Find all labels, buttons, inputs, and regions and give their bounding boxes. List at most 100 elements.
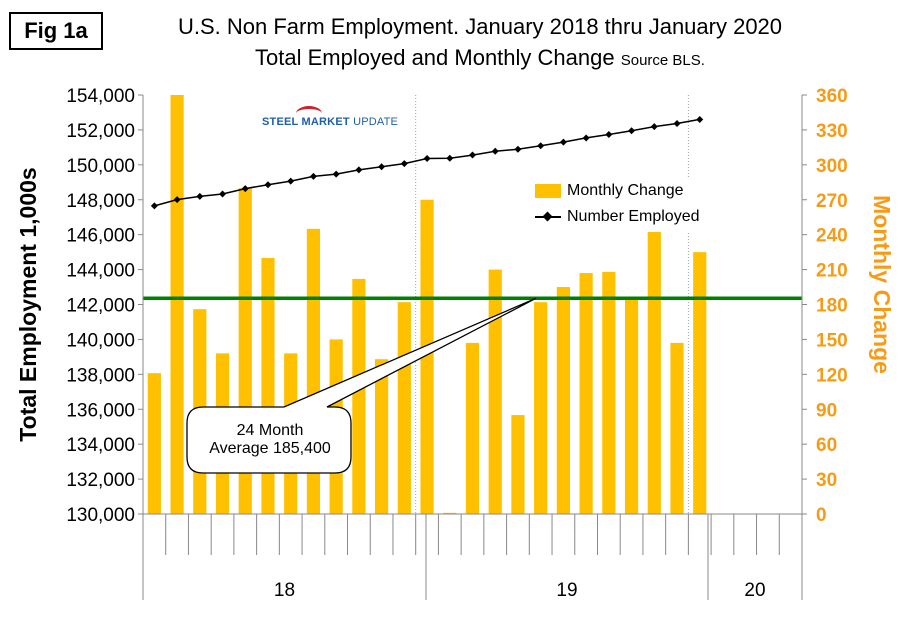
left-tick-label: 148,000	[66, 191, 135, 212]
right-tick-label: 0	[816, 505, 827, 526]
bar-monthly-change	[693, 252, 707, 514]
average-callout: 24 Month Average 185,400	[190, 409, 350, 471]
left-tick-label: 144,000	[66, 261, 135, 282]
bar-monthly-change	[534, 302, 548, 514]
bar-monthly-change	[511, 415, 525, 514]
axis-layer: 130,000 132,000 134,000 136,000 138,000 140,0…	[15, 86, 895, 601]
bar-monthly-change	[420, 199, 434, 514]
marker-number-employed	[196, 192, 204, 200]
marker-number-employed	[650, 123, 658, 131]
legend-label-number-employed: Number Employed	[567, 208, 700, 225]
bar-monthly-change	[170, 95, 184, 514]
bar-monthly-change	[261, 257, 275, 514]
marker-number-employed	[400, 160, 408, 168]
y-axis-title: Total Employment 1,000s	[15, 167, 41, 441]
legend-bar-swatch	[535, 184, 561, 198]
left-tick-label: 132,000	[66, 470, 135, 491]
bar-monthly-change	[352, 278, 366, 514]
right-tick-label: 150	[816, 330, 848, 351]
callout-line-1: 24 Month	[236, 422, 304, 439]
callout-line-2: Average 185,400	[209, 440, 331, 457]
right-tick-label: 240	[816, 226, 848, 247]
figure-label: Fig 1a	[9, 12, 103, 50]
left-tick-label: 150,000	[66, 156, 135, 177]
right-tick-label: 300	[816, 156, 848, 177]
marker-number-employed	[309, 172, 317, 180]
year-label: 19	[556, 580, 577, 601]
right-tick-label: 270	[816, 191, 848, 212]
chart-subtitle: Total Employed and Monthly Change Source…	[120, 45, 840, 71]
right-tick-label: 30	[816, 470, 837, 491]
grid-layer	[415, 95, 689, 514]
legend-item-number-employed: Number Employed	[527, 206, 700, 228]
marker-number-employed	[605, 130, 613, 138]
callout-bubble	[186, 297, 537, 474]
logo-word-1: STEEL	[262, 116, 299, 128]
legend-label-monthly-change: Monthly Change	[567, 182, 684, 199]
marker-number-employed	[219, 190, 227, 198]
marker-number-employed	[537, 142, 545, 150]
bar-monthly-change	[147, 373, 161, 514]
chart-subtitle-main: Total Employed and Monthly Change	[255, 45, 615, 70]
legend-item-monthly-change: Monthly Change	[527, 180, 684, 202]
bar-monthly-change	[624, 298, 639, 514]
logo-word-3: UPDATE	[353, 116, 399, 128]
marker-number-employed	[355, 166, 363, 174]
marker-number-employed	[469, 151, 476, 159]
bar-monthly-change	[579, 273, 593, 514]
left-tick-label: 146,000	[66, 226, 135, 247]
marker-number-employed	[423, 155, 431, 163]
marker-number-employed	[491, 147, 499, 155]
left-tick-label: 154,000	[66, 86, 135, 107]
marker-number-employed	[582, 134, 590, 142]
bar-monthly-change	[465, 342, 480, 514]
left-tick-label: 142,000	[66, 296, 135, 317]
steel-market-update-logo: STEEL MARKET UPDATE	[262, 116, 398, 128]
left-tick-label: 130,000	[66, 505, 135, 526]
marker-number-employed	[150, 202, 158, 210]
legend-line-swatch	[535, 210, 561, 224]
right-tick-label: 210	[816, 261, 848, 282]
right-tick-label: 330	[816, 121, 848, 142]
bar-monthly-change	[647, 228, 661, 514]
right-tick-label: 180	[816, 296, 848, 317]
callout-layer	[186, 297, 537, 474]
logo-word-2: MARKET	[301, 116, 350, 128]
marker-number-employed	[287, 177, 295, 185]
chart-title: U.S. Non Farm Employment. January 2018 t…	[177, 14, 783, 39]
bar-monthly-change	[556, 287, 570, 514]
marker-number-employed	[628, 127, 636, 135]
y2-axis-title: Monthly Change	[869, 195, 895, 374]
line-layer	[150, 115, 704, 210]
year-label: 20	[744, 580, 765, 601]
bar-monthly-change	[397, 302, 411, 514]
right-tick-label: 90	[816, 400, 837, 421]
marker-number-employed	[378, 163, 386, 171]
marker-number-employed	[241, 185, 249, 193]
bar-monthly-change	[443, 512, 457, 514]
left-tick-label: 140,000	[66, 330, 135, 351]
left-tick-label: 134,000	[66, 435, 135, 456]
right-tick-label: 120	[816, 365, 848, 386]
year-label: 18	[274, 580, 295, 601]
marker-number-employed	[332, 170, 340, 178]
chart-legend: Monthly Change Number Employed	[527, 177, 742, 232]
logo-swoosh-icon	[296, 106, 322, 121]
left-tick-label: 152,000	[66, 121, 135, 142]
marker-number-employed	[264, 181, 272, 189]
marker-number-employed	[696, 115, 704, 123]
right-tick-label: 60	[816, 435, 837, 456]
chart-source: Source BLS.	[620, 52, 705, 69]
marker-number-employed	[673, 119, 681, 127]
bar-monthly-change	[488, 269, 502, 514]
bar-monthly-change	[670, 342, 684, 514]
bar-monthly-change	[602, 271, 616, 514]
marker-number-employed	[173, 196, 181, 204]
marker-number-employed	[446, 154, 454, 162]
left-tick-label: 136,000	[66, 400, 135, 421]
marker-number-employed	[514, 145, 522, 153]
bar-monthly-change	[375, 359, 389, 514]
right-tick-label: 360	[816, 86, 848, 107]
marker-number-employed	[559, 138, 567, 146]
